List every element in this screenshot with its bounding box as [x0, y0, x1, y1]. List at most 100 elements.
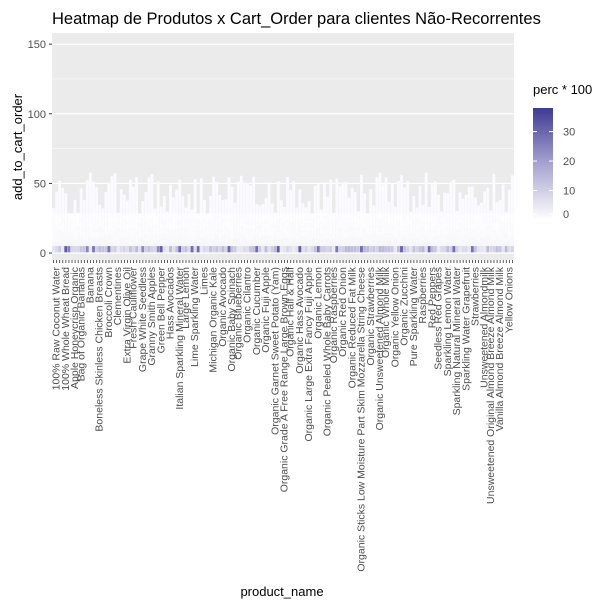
legend-tick-label: 0: [563, 209, 569, 221]
heatmap-cell: [227, 215, 231, 219]
heatmap-cell: [187, 240, 191, 243]
heatmap-cell: [88, 232, 92, 236]
heatmap-cell: [366, 220, 370, 224]
heatmap-cell: [150, 174, 154, 253]
heatmap-cell: [135, 215, 139, 219]
heatmap-cell: [295, 223, 299, 226]
heatmap-cell: [172, 218, 176, 221]
heatmap-cell: [498, 240, 502, 243]
heatmap-cell: [329, 227, 333, 231]
heatmap-cell: [375, 240, 379, 243]
heatmap-cell: [64, 230, 68, 233]
heatmap-cell: [369, 235, 373, 238]
heatmap-cell: [369, 220, 373, 224]
heatmap-cell: [366, 235, 370, 238]
heatmap-cell: [443, 218, 447, 221]
heatmap-cell: [98, 227, 102, 231]
heatmap-cell: [85, 223, 89, 226]
x-tick-label: Organic Strawberries: [365, 267, 377, 366]
heatmap-cell: [82, 223, 86, 226]
heatmap-cell: [295, 232, 299, 236]
heatmap-cell: [206, 240, 209, 243]
heatmap-cell: [470, 246, 474, 253]
heatmap-cell: [165, 235, 169, 238]
heatmap-cell: [295, 225, 299, 228]
heatmap-cell: [165, 227, 169, 231]
heatmap-cell: [372, 227, 376, 231]
x-tick-label: Organic Fuji Apple: [260, 267, 272, 353]
heatmap-cell: [107, 223, 111, 226]
heatmap-cell: [79, 240, 83, 243]
x-tick-label: Organic Red Onion: [337, 267, 349, 357]
heatmap-cell: [258, 213, 262, 216]
heatmap-cell: [467, 223, 471, 226]
heatmap-cell: [477, 215, 480, 219]
x-tick-label: Granny Smith Apples: [146, 267, 158, 366]
heatmap-cell: [190, 223, 194, 226]
heatmap-cell: [347, 237, 351, 241]
heatmap-cell: [199, 227, 203, 231]
heatmap-cell: [138, 242, 142, 246]
heatmap-cell: [390, 232, 394, 236]
heatmap-cell: [313, 232, 317, 236]
heatmap-cell: [329, 242, 333, 246]
heatmap-cell: [215, 225, 219, 228]
heatmap-cell: [483, 230, 487, 233]
heatmap-cell: [165, 223, 169, 226]
heatmap-cell: [230, 213, 234, 216]
heatmap-cell: [329, 213, 333, 216]
heatmap-cell: [181, 232, 185, 236]
heatmap-cell: [366, 215, 370, 219]
heatmap-cell: [169, 232, 172, 236]
heatmap-cell: [122, 215, 126, 219]
heatmap-cell: [486, 246, 490, 253]
heatmap-cell: [221, 220, 225, 224]
heatmap-cell: [464, 232, 468, 236]
heatmap-cell: [202, 230, 206, 233]
heatmap-cell: [110, 213, 114, 216]
heatmap-cell: [239, 237, 243, 241]
heatmap-cell: [409, 223, 413, 226]
heatmap-cell: [165, 232, 169, 236]
heatmap-cell: [169, 218, 172, 221]
heatmap-cell: [437, 232, 440, 236]
heatmap-cell: [443, 230, 447, 233]
heatmap-cell: [58, 227, 62, 231]
heatmap-cell: [98, 237, 102, 241]
heatmap-cell: [276, 230, 280, 233]
heatmap-cell: [347, 235, 351, 238]
x-tick-label: Grape White Seedless: [137, 267, 149, 372]
heatmap-cell: [298, 235, 302, 238]
heatmap-cell: [236, 235, 240, 238]
heatmap-cell: [193, 215, 197, 219]
heatmap-cell: [341, 232, 345, 236]
heatmap-cell: [249, 213, 253, 216]
heatmap-cell: [350, 218, 354, 221]
heatmap-cell: [196, 246, 200, 253]
heatmap-cell: [147, 242, 151, 246]
heatmap-cell: [446, 230, 450, 233]
heatmap-cell: [267, 215, 271, 219]
heatmap-cell: [452, 225, 456, 228]
heatmap-cell: [409, 246, 413, 253]
heatmap-cell: [215, 242, 219, 246]
heatmap-cell: [125, 218, 129, 221]
heatmap-cell: [92, 232, 95, 236]
heatmap-cell: [452, 232, 456, 236]
heatmap-cell: [363, 225, 366, 228]
heatmap-cell: [144, 230, 148, 233]
heatmap-cell: [147, 232, 151, 236]
heatmap-cell: [344, 220, 348, 224]
heatmap-cell: [510, 230, 514, 233]
heatmap-cell: [455, 225, 459, 228]
heatmap-cell: [461, 232, 465, 236]
heatmap-cell: [233, 232, 237, 236]
heatmap-cell: [113, 215, 117, 219]
heatmap-cell: [230, 230, 234, 233]
x-tick-label: Organic Avocado: [217, 267, 229, 347]
heatmap-cell: [323, 213, 326, 216]
heatmap-cell: [344, 242, 348, 246]
heatmap-cell: [301, 227, 305, 231]
heatmap-cell: [323, 218, 326, 221]
heatmap-cell: [347, 215, 351, 219]
